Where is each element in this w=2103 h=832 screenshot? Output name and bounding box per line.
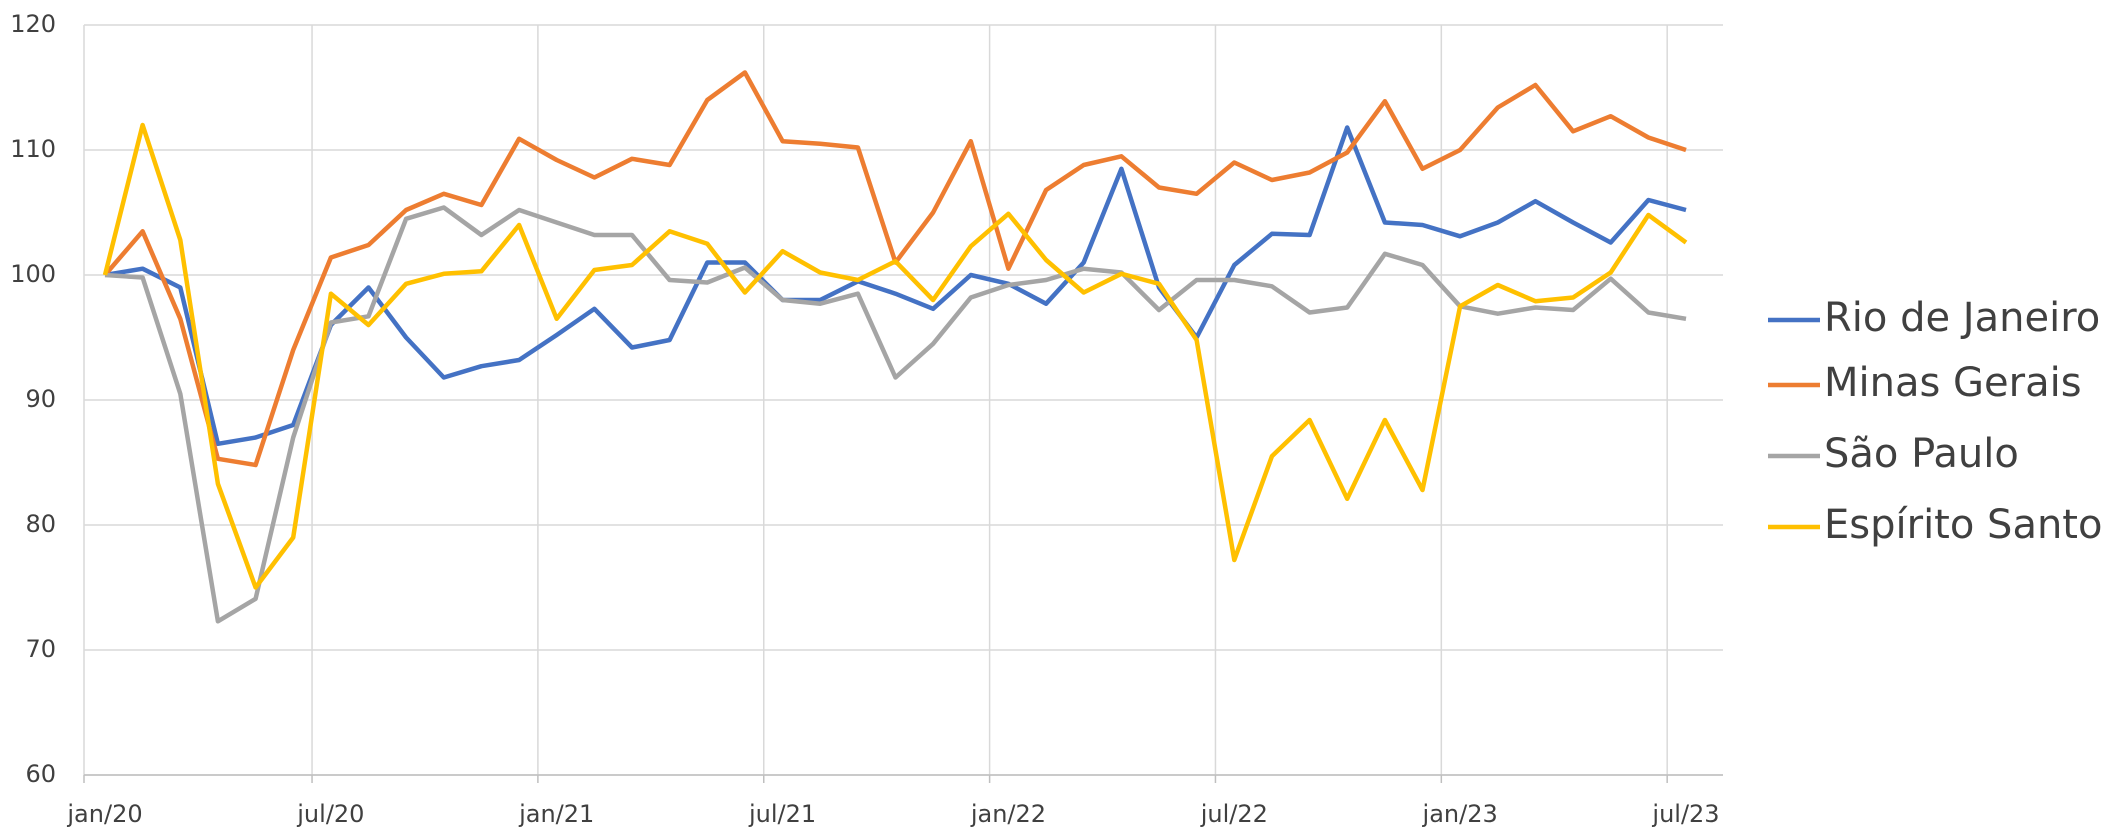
x-tick-label: jan/22	[970, 800, 1046, 828]
x-tick-label: jan/23	[1422, 800, 1498, 828]
y-tick-label: 90	[25, 385, 56, 413]
x-tick-label: jul/20	[296, 800, 364, 828]
y-tick-label: 70	[25, 635, 56, 663]
y-tick-label: 110	[10, 135, 56, 163]
y-tick-label: 100	[10, 260, 56, 288]
legend-label: Rio de Janeiro	[1824, 295, 2100, 341]
x-tick-label: jul/21	[748, 800, 816, 828]
series-line	[103, 70, 1687, 468]
legend-label: Minas Gerais	[1824, 360, 2082, 406]
x-tick-label: jan/21	[518, 800, 594, 828]
series-line	[102, 122, 1688, 590]
x-tick-label: jan/20	[66, 800, 142, 828]
y-tick-label: 120	[10, 10, 56, 38]
y-tick-label: 60	[25, 760, 56, 788]
legend-label: São Paulo	[1824, 431, 2019, 477]
series-line	[104, 205, 1687, 624]
legend-label: Espírito Santo	[1824, 502, 2102, 548]
x-tick-label: jul/22	[1200, 800, 1268, 828]
series-line	[104, 125, 1687, 447]
x-tick-label: jul/23	[1651, 800, 1719, 828]
y-tick-label: 80	[25, 510, 56, 538]
